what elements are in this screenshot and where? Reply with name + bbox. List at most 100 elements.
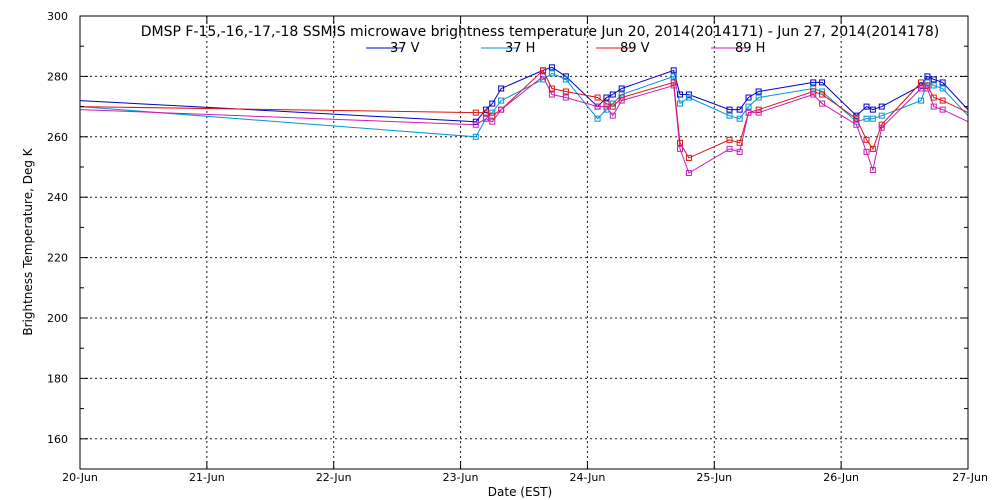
- x-tick-label: 27-Jun: [952, 471, 988, 484]
- point-marker-89-v: [594, 94, 601, 101]
- plot-frame: [79, 15, 969, 470]
- point-marker-37-h: [745, 103, 752, 110]
- point-marker-37-v: [930, 76, 937, 83]
- point-marker-37-h: [939, 85, 946, 92]
- point-marker-89-h: [745, 109, 752, 116]
- point-marker-37-h: [878, 112, 885, 119]
- point-marker-89-h: [726, 145, 733, 152]
- point-marker-89-v: [562, 88, 569, 95]
- point-marker-37-v: [853, 112, 860, 119]
- point-marker-89-h: [489, 118, 496, 125]
- legend-label-37-v: 37 V: [390, 41, 420, 56]
- point-marker-37-v: [819, 79, 826, 86]
- point-marker-89-h: [878, 124, 885, 131]
- point-marker-89-h: [736, 148, 743, 155]
- point-marker-89-v: [603, 100, 610, 107]
- point-marker-37-v: [677, 91, 684, 98]
- point-marker-37-h: [670, 73, 677, 80]
- point-marker-89-h: [930, 103, 937, 110]
- x-axis-label: Date (EST): [488, 485, 552, 499]
- point-marker-37-v: [472, 118, 479, 125]
- point-marker-37-h: [755, 94, 762, 101]
- point-marker-89-v: [482, 109, 489, 116]
- point-marker-37-h: [924, 79, 931, 86]
- point-marker-37-v: [755, 88, 762, 95]
- legend-label-37-h: 37 H: [505, 41, 535, 56]
- y-tick-label: 240: [47, 191, 68, 204]
- y-axis-ticks: 160 180 200 220 240 260 280 300: [47, 10, 968, 470]
- point-marker-37-v: [736, 106, 743, 113]
- point-marker-89-h: [924, 85, 931, 92]
- point-marker-89-h: [594, 103, 601, 110]
- point-marker-37-h: [540, 76, 547, 83]
- series-line-89-v: [79, 69, 969, 159]
- y-tick-label: 280: [47, 70, 68, 83]
- point-marker-89-h: [819, 100, 826, 107]
- x-tick-label: 25-Jun: [696, 471, 732, 484]
- point-marker-89-v: [878, 121, 885, 128]
- point-marker-89-v: [755, 106, 762, 113]
- point-marker-89-h: [540, 73, 547, 80]
- point-marker-37-v: [745, 94, 752, 101]
- point-marker-37-h: [594, 115, 601, 122]
- point-marker-37-v: [878, 103, 885, 110]
- point-marker-37-v: [603, 94, 610, 101]
- y-tick-label: 300: [47, 10, 68, 23]
- legend-label-89-v: 89 V: [620, 41, 650, 56]
- y-tick-label: 200: [47, 312, 68, 325]
- point-marker-89-v: [853, 115, 860, 122]
- point-marker-37-h: [863, 115, 870, 122]
- point-marker-37-h: [736, 115, 743, 122]
- y-axis-label: Brightness Temperature, Deg K: [21, 147, 35, 335]
- y-tick-label: 260: [47, 131, 68, 144]
- point-marker-89-h: [685, 170, 692, 177]
- point-marker-89-h: [472, 121, 479, 128]
- y-tick-label: 160: [47, 433, 68, 446]
- point-marker-89-h: [869, 167, 876, 174]
- x-tick-label: 21-Jun: [189, 471, 225, 484]
- point-marker-37-v: [489, 100, 496, 107]
- point-marker-37-h: [677, 100, 684, 107]
- x-tick-label: 23-Jun: [443, 471, 479, 484]
- point-marker-89-h: [863, 148, 870, 155]
- series-line-37-v: [79, 66, 969, 123]
- point-marker-89-v: [924, 82, 931, 89]
- point-marker-89-h: [677, 145, 684, 152]
- point-marker-89-h: [618, 97, 625, 104]
- point-marker-89-v: [930, 94, 937, 101]
- point-marker-37-h: [810, 85, 817, 92]
- point-marker-89-h: [810, 91, 817, 98]
- point-marker-37-h: [869, 115, 876, 122]
- point-marker-89-h: [939, 106, 946, 113]
- gridlines: [80, 16, 968, 469]
- series-line-37-h: [79, 72, 969, 138]
- point-marker-89-v: [618, 94, 625, 101]
- point-marker-37-h: [562, 76, 569, 83]
- y-tick-label: 180: [47, 372, 68, 385]
- point-marker-37-v: [498, 85, 505, 92]
- point-marker-37-v: [918, 82, 925, 89]
- point-marker-89-h: [562, 94, 569, 101]
- point-marker-37-h: [498, 97, 505, 104]
- point-marker-37-h: [618, 91, 625, 98]
- point-marker-37-v: [939, 79, 946, 86]
- point-marker-37-v: [562, 73, 569, 80]
- point-marker-37-h: [853, 118, 860, 125]
- point-marker-89-v: [810, 88, 817, 95]
- y-tick-label: 220: [47, 252, 68, 265]
- point-marker-89-v: [670, 79, 677, 86]
- point-marker-37-h: [609, 100, 616, 107]
- point-marker-89-h: [482, 115, 489, 122]
- point-marker-37-h: [472, 133, 479, 140]
- point-marker-37-v: [863, 103, 870, 110]
- point-marker-37-v: [726, 106, 733, 113]
- x-tick-label: 26-Jun: [823, 471, 859, 484]
- point-marker-37-v: [618, 85, 625, 92]
- point-marker-37-v: [670, 67, 677, 74]
- point-marker-89-v: [736, 139, 743, 146]
- point-marker-89-h: [548, 91, 555, 98]
- point-marker-37-v: [548, 64, 555, 71]
- point-marker-37-v: [924, 73, 931, 80]
- point-marker-89-h: [755, 109, 762, 116]
